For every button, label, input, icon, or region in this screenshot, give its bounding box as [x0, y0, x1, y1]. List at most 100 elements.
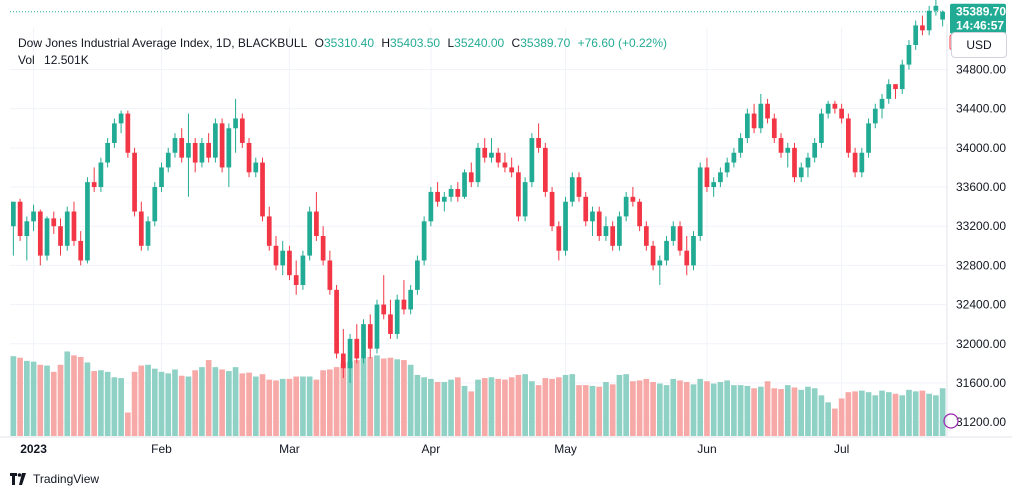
volume-bar: [246, 372, 252, 436]
candle: [280, 240, 286, 276]
time-axis[interactable]: 2023 Feb Mar Apr May Jun Jul: [0, 436, 1012, 456]
candle-body: [691, 236, 696, 266]
candle: [91, 167, 97, 192]
candle: [85, 177, 90, 264]
volume-bar: [919, 390, 926, 436]
volume-bar: [858, 390, 865, 436]
candle: [408, 284, 414, 315]
volume-bar: [172, 369, 178, 436]
volume-bar: [616, 374, 623, 436]
candle: [78, 231, 84, 266]
candle-body: [812, 142, 818, 158]
volume-bar: [832, 408, 838, 436]
candle: [367, 314, 373, 359]
candle-body: [408, 289, 414, 310]
candle-body: [468, 172, 474, 183]
candle-body: [98, 162, 104, 188]
candle: [590, 206, 595, 237]
candle: [239, 113, 245, 148]
candle: [684, 236, 690, 276]
candle: [37, 209, 43, 266]
candle-body: [206, 142, 212, 158]
time-tick-label: 2023: [20, 442, 47, 456]
candle: [778, 133, 784, 158]
volume-bar: [475, 379, 481, 436]
candle-body: [112, 123, 117, 143]
candle-body: [664, 240, 669, 261]
candle-body: [280, 250, 286, 266]
volume-bar: [589, 385, 596, 436]
candle: [327, 250, 333, 295]
candle: [98, 157, 104, 192]
candle: [825, 100, 831, 119]
candle: [435, 182, 440, 207]
volume-bar: [569, 374, 576, 436]
candle: [516, 165, 521, 222]
candle: [112, 118, 117, 148]
volume-bars: [10, 351, 946, 436]
candle-body: [388, 314, 393, 334]
volume-bar: [279, 378, 286, 436]
candle: [718, 167, 723, 188]
candle-body: [435, 191, 440, 202]
candle-body: [825, 103, 831, 114]
candle-body: [563, 201, 568, 251]
volume-bar: [609, 384, 616, 436]
candle-body: [926, 10, 932, 31]
candle: [509, 157, 515, 178]
candle: [44, 216, 50, 261]
volume-bar: [704, 381, 710, 436]
volume-bar: [17, 357, 23, 436]
candle: [495, 147, 501, 168]
candle-body: [415, 260, 420, 290]
volume-bar: [811, 388, 818, 436]
candle-body: [738, 138, 743, 153]
candle-body: [31, 211, 36, 222]
volume-bar: [394, 359, 401, 436]
candle: [529, 133, 535, 188]
candle-body: [260, 162, 265, 217]
volume-bar: [912, 391, 919, 436]
candle: [415, 255, 420, 295]
candle: [933, 0, 939, 16]
volume-bar: [791, 387, 798, 436]
high-value: 35403.50: [390, 36, 441, 50]
candle: [165, 147, 171, 173]
volume-bar: [360, 358, 367, 436]
volume-bar: [367, 356, 374, 436]
price-axis[interactable]: 31200.00 31600.00 32000.00 32400.00 32800.00…: [946, 0, 1006, 436]
vol-value: 12.501K: [44, 53, 89, 67]
candle-body: [650, 245, 656, 266]
volume-bar: [643, 378, 650, 436]
volume-bar: [764, 381, 771, 436]
candle-body: [78, 240, 84, 261]
candle-body: [226, 128, 232, 168]
candle-body: [125, 113, 131, 153]
price-tick-label: 32000.00: [956, 337, 1006, 351]
candle: [421, 216, 427, 266]
candle: [852, 147, 858, 178]
candle-body: [630, 196, 636, 202]
candle-body: [583, 196, 589, 222]
candle-body: [340, 353, 346, 369]
open-label: O: [314, 36, 324, 50]
candle-body: [529, 138, 535, 183]
candle: [596, 206, 602, 241]
candle-body: [744, 113, 750, 139]
candle: [549, 187, 555, 232]
candle: [300, 250, 306, 290]
candle: [374, 299, 380, 354]
volume-bar: [751, 388, 757, 436]
candle-body: [697, 167, 703, 237]
candle-body: [886, 84, 892, 99]
volume-bar: [333, 367, 340, 436]
volume-bar: [798, 389, 805, 436]
candle-body: [300, 255, 306, 285]
currency-button[interactable]: USD: [951, 32, 1007, 58]
volume-bar: [744, 385, 751, 436]
candle: [812, 138, 818, 163]
candle-body: [482, 147, 488, 158]
volume-bar: [603, 382, 609, 436]
volume-bar: [434, 382, 441, 436]
